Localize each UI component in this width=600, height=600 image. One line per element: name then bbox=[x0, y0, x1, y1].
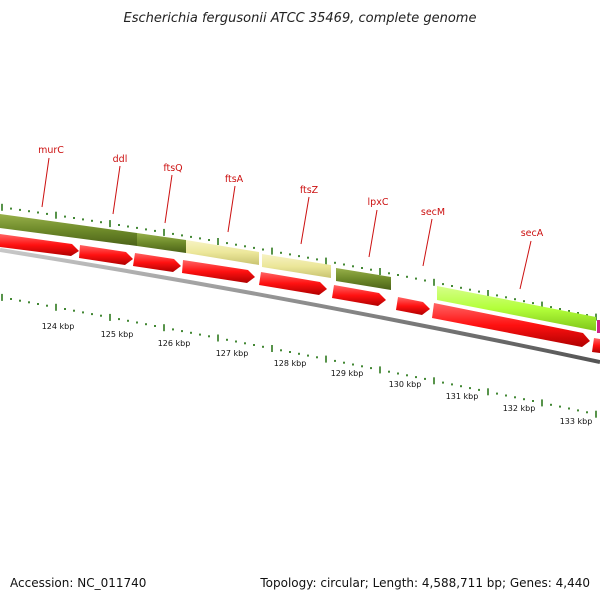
genome-backbone bbox=[0, 248, 600, 364]
feature-ftsQ[interactable] bbox=[137, 233, 186, 253]
cds-arrow[interactable] bbox=[432, 303, 590, 347]
gene-labels: murC ddl ftsQ ftsA ftsZ lpxC secM secA bbox=[38, 145, 544, 239]
gene-label-secA[interactable]: secA bbox=[521, 228, 544, 239]
gene-label-ftsZ[interactable]: ftsZ bbox=[300, 185, 319, 196]
kbp-label-132: 132 kbp bbox=[503, 404, 536, 413]
gene-label-ddl[interactable]: ddl bbox=[113, 154, 128, 165]
kbp-label-130: 130 kbp bbox=[389, 380, 422, 389]
gene-label-secM[interactable]: secM bbox=[421, 207, 445, 218]
cds-arrow-track bbox=[0, 234, 600, 353]
kbp-label-125: 125 kbp bbox=[101, 330, 134, 339]
cds-arrow[interactable] bbox=[259, 272, 327, 295]
gene-label-ftsQ[interactable]: ftsQ bbox=[163, 163, 182, 174]
cds-arrow[interactable] bbox=[332, 285, 386, 306]
kbp-label-129: 129 kbp bbox=[331, 369, 364, 378]
lower-tick-row bbox=[1, 293, 597, 418]
feature-secA[interactable] bbox=[437, 286, 596, 331]
kbp-label-126: 126 kbp bbox=[158, 339, 191, 348]
cds-arrow[interactable] bbox=[396, 297, 430, 315]
feature-magenta[interactable] bbox=[597, 320, 600, 333]
cds-arrow[interactable] bbox=[133, 253, 181, 272]
kbp-label-124: 124 kbp bbox=[42, 322, 75, 331]
accession-text: Accession: NC_011740 bbox=[10, 576, 146, 590]
feature-ftsZ[interactable] bbox=[262, 254, 331, 278]
gene-leader-lines bbox=[41, 157, 532, 290]
kbp-label-133: 133 kbp bbox=[560, 417, 593, 426]
kbp-labels: 124 kbp 125 kbp 126 kbp 127 kbp 128 kbp … bbox=[42, 322, 593, 426]
cds-arrow[interactable] bbox=[592, 338, 600, 353]
feature-murC-ddl[interactable] bbox=[0, 214, 137, 246]
feature-track-upper bbox=[0, 214, 600, 333]
kbp-label-128: 128 kbp bbox=[274, 359, 307, 368]
genome-summary-text: Topology: circular; Length: 4,588,711 bp… bbox=[259, 576, 590, 590]
feature-lpxC[interactable] bbox=[336, 268, 391, 290]
kbp-label-131: 131 kbp bbox=[446, 392, 479, 401]
feature-ftsA[interactable] bbox=[186, 240, 259, 265]
gene-label-ftsA[interactable]: ftsA bbox=[225, 174, 244, 185]
cds-arrow[interactable] bbox=[0, 234, 79, 256]
cds-arrow[interactable] bbox=[182, 260, 255, 283]
map-title: Escherichia fergusonii ATCC 35469, compl… bbox=[124, 11, 477, 26]
cds-arrow[interactable] bbox=[79, 245, 133, 265]
gene-label-lpxC[interactable]: lpxC bbox=[368, 197, 389, 208]
kbp-label-127: 127 kbp bbox=[216, 349, 249, 358]
upper-tick-row bbox=[1, 203, 597, 321]
gene-label-murC[interactable]: murC bbox=[38, 145, 64, 156]
